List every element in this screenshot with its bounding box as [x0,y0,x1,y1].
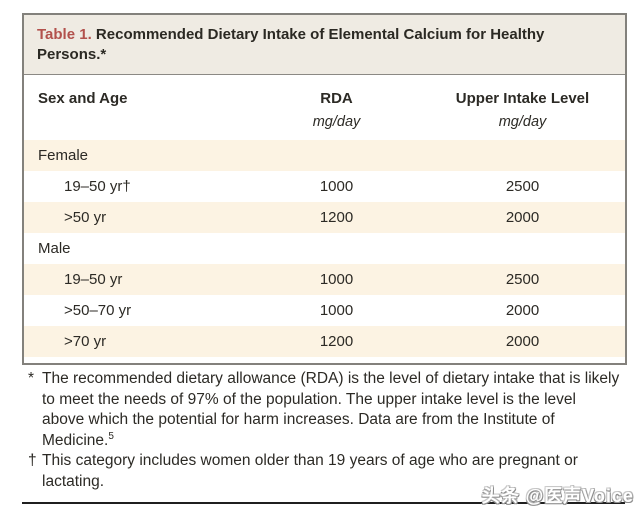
cell-sex-age: 19–50 yr [64,271,123,288]
table-caption: Table 1. Recommended Dietary Intake of E… [24,15,625,75]
cell-upper-intake: 2000 [505,302,540,319]
column-header-rda: RDA [320,90,353,107]
table-body: Female 19–50 yr† 1000 2500 >50 yr 1200 2000 Mal… [24,140,625,357]
cell-sex-age: >50 yr [64,209,107,226]
footnote-asterisk: * The recommended dietary allowance (RDA… [28,369,622,451]
table-header-row: Sex and Age RDA Upper Intake Level [24,75,625,107]
cell-rda: 1000 [319,271,354,288]
column-header-sex-age: Sex and Age [38,90,128,107]
cell-rda: 1200 [319,209,354,226]
footnote-body: The recommended dietary allowance (RDA) … [42,370,620,449]
table-row: >50 yr 1200 2000 [24,202,625,233]
footnote-marker: * [28,370,35,387]
table-unit-row: mg/day mg/day [24,114,625,140]
cell-upper-intake: 2500 [505,271,540,288]
cell-sex-age: 19–50 yr† [64,178,131,195]
cell-rda: 1200 [319,333,354,350]
table-row: Female [24,140,625,171]
bottom-rule [22,502,625,504]
unit-upper-intake: mg/day [498,114,547,130]
footnotes: * The recommended dietary allowance (RDA… [28,369,622,492]
cell-upper-intake: 2500 [505,178,540,195]
unit-spacer [24,114,249,130]
reference-superscript: 5 [108,430,114,442]
table-row: >70 yr 1200 2000 [24,326,625,357]
cell-rda: 1000 [319,178,354,195]
cell-upper-intake: 2000 [505,333,540,350]
cell-sex-age: >70 yr [64,333,107,350]
table-row: 19–50 yr† 1000 2500 [24,171,625,202]
unit-rda: mg/day [312,114,361,130]
table-row: >50–70 yr 1000 2000 [24,295,625,326]
cell-rda: 1000 [319,302,354,319]
footnote-marker: † [28,452,37,469]
cell-sex-age: >50–70 yr [64,302,132,319]
footnote-dagger: † This category includes women older tha… [28,451,622,492]
cell-sex-age: Female [38,147,89,164]
cell-sex-age: Male [38,240,71,257]
table-row: 19–50 yr 1000 2500 [24,264,625,295]
table-number: Table 1. [37,26,92,43]
watermark: 头条 @医声Voice [481,486,634,506]
table-row: Male [24,233,625,264]
table-title: Recommended Dietary Intake of Elemental … [37,26,545,63]
column-header-upper-intake: Upper Intake Level [455,90,590,107]
table-bottom-padding [24,357,625,363]
footnote-text: The recommended dietary allowance (RDA) … [42,369,622,451]
cell-upper-intake: 2000 [505,209,540,226]
footnote-body: This category includes women older than … [42,452,578,490]
footnote-text: This category includes women older than … [42,451,622,492]
calcium-intake-table: Table 1. Recommended Dietary Intake of E… [22,13,627,365]
